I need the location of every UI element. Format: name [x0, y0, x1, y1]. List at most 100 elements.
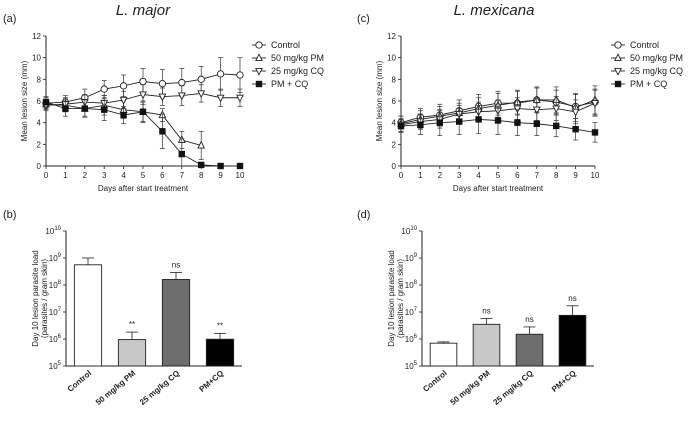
data-point [178, 78, 186, 87]
data-point [139, 91, 147, 100]
tick-base: 10 [49, 308, 58, 317]
data-point [494, 117, 502, 124]
tick-base: 10 [49, 281, 58, 290]
legend-entry-3: 25 mg/kg CQ [611, 66, 683, 76]
tick-base: 10 [405, 308, 414, 317]
x-tick-label: 10 [236, 171, 245, 180]
x-tick-label: 1 [63, 171, 68, 180]
tick-base: 10 [405, 281, 414, 290]
data-point [571, 108, 580, 117]
data-point [177, 92, 186, 101]
legend-marker [255, 53, 263, 62]
bar [472, 323, 501, 367]
tick-exponent: 7 [414, 307, 418, 313]
x-tick-label: 3 [102, 171, 107, 180]
y-tick-label: 2 [392, 140, 397, 149]
y-tick-label: 109 [405, 253, 418, 263]
series-4 [42, 96, 244, 170]
y-tick-label: 0 [37, 162, 42, 171]
data-point [158, 93, 167, 102]
data-point [572, 125, 579, 133]
x-tick-label: 7 [535, 171, 540, 180]
legend-label: Control [271, 40, 300, 50]
tick-exponent: 7 [58, 307, 62, 313]
category-label: Control [66, 369, 94, 394]
data-point [81, 105, 89, 112]
data-point [198, 161, 205, 169]
data-point [197, 90, 206, 99]
data-point [216, 94, 225, 103]
tick-exponent: 9 [58, 253, 62, 259]
legend-entry-3: 25 mg/kg CQ [252, 66, 324, 76]
panel-c-letter: (c) [357, 13, 370, 25]
y-tick-label: 4 [392, 119, 397, 128]
data-point [42, 98, 50, 106]
legend-label: PM + CQ [630, 79, 667, 89]
legend-entry-1: Control [252, 40, 300, 50]
legend-marker [255, 41, 263, 49]
significance-label: ** [217, 321, 223, 330]
data-point [514, 119, 521, 126]
y-tick-label: 109 [49, 253, 62, 263]
x-tick-label: 4 [121, 171, 126, 180]
y-tick-label: 8 [392, 75, 397, 84]
panel-c-legend: Control 50 mg/kg PM 25 mg/kg CQ PM + CQ [611, 40, 683, 89]
tick-base: 10 [405, 335, 414, 344]
bar-group-4: ns PM+CQ [550, 294, 587, 394]
data-point [236, 71, 244, 79]
data-point [436, 119, 443, 126]
y-tick-label: 1010 [45, 226, 61, 236]
bar [515, 333, 544, 367]
legend-marker [255, 80, 263, 88]
x-tick-label: 9 [218, 171, 223, 180]
category-label: 25 mg/kg CQ [492, 369, 535, 407]
data-point [159, 128, 166, 135]
data-point [397, 122, 405, 130]
data-point [197, 140, 206, 149]
data-point [120, 111, 127, 119]
x-tick-label: 6 [515, 171, 520, 180]
panel-d-letter: (d) [357, 209, 370, 221]
data-point [158, 80, 167, 88]
bar [117, 339, 147, 367]
x-tick-label: 4 [476, 171, 481, 180]
bar [205, 338, 235, 367]
series-4 [397, 104, 599, 143]
y-axis-label-2: (parasites / gram skin) [40, 259, 49, 338]
data-point [119, 82, 128, 90]
data-point [178, 150, 185, 158]
data-point [216, 70, 225, 78]
category-label: PM+CQ [550, 369, 578, 394]
bar [558, 314, 587, 367]
legend-label: 50 mg/kg PM [630, 53, 683, 63]
tick-exponent: 8 [58, 280, 62, 286]
legend-label: 50 mg/kg PM [271, 53, 324, 63]
x-tick-label: 1 [418, 171, 423, 180]
y-axis-label: Day 10 lesion parasite load [31, 250, 40, 347]
data-point [532, 106, 541, 115]
tick-exponent: 8 [414, 280, 418, 286]
x-axis-label: Days after start treatment [98, 184, 189, 193]
data-point [119, 96, 128, 105]
tick-base: 10 [49, 335, 58, 344]
y-axis-label-2: (parasites / gram skin) [396, 259, 405, 338]
y-tick-label: 12 [387, 32, 396, 41]
y-axis-label: Mean lesion size (mm) [375, 60, 384, 141]
panel-c-title: L. mexicana [454, 2, 535, 19]
panel-a-title: L. major [116, 2, 171, 19]
y-tick-label: 108 [49, 280, 62, 290]
tick-exponent: 5 [414, 361, 418, 367]
legend-entry-2: 50 mg/kg PM [611, 53, 683, 63]
y-tick-label: 105 [405, 361, 418, 371]
y-tick-label: 107 [49, 307, 62, 317]
data-point [591, 100, 599, 108]
data-point [533, 120, 541, 127]
y-tick-label: 105 [49, 361, 62, 371]
tick-base: 10 [401, 227, 410, 236]
